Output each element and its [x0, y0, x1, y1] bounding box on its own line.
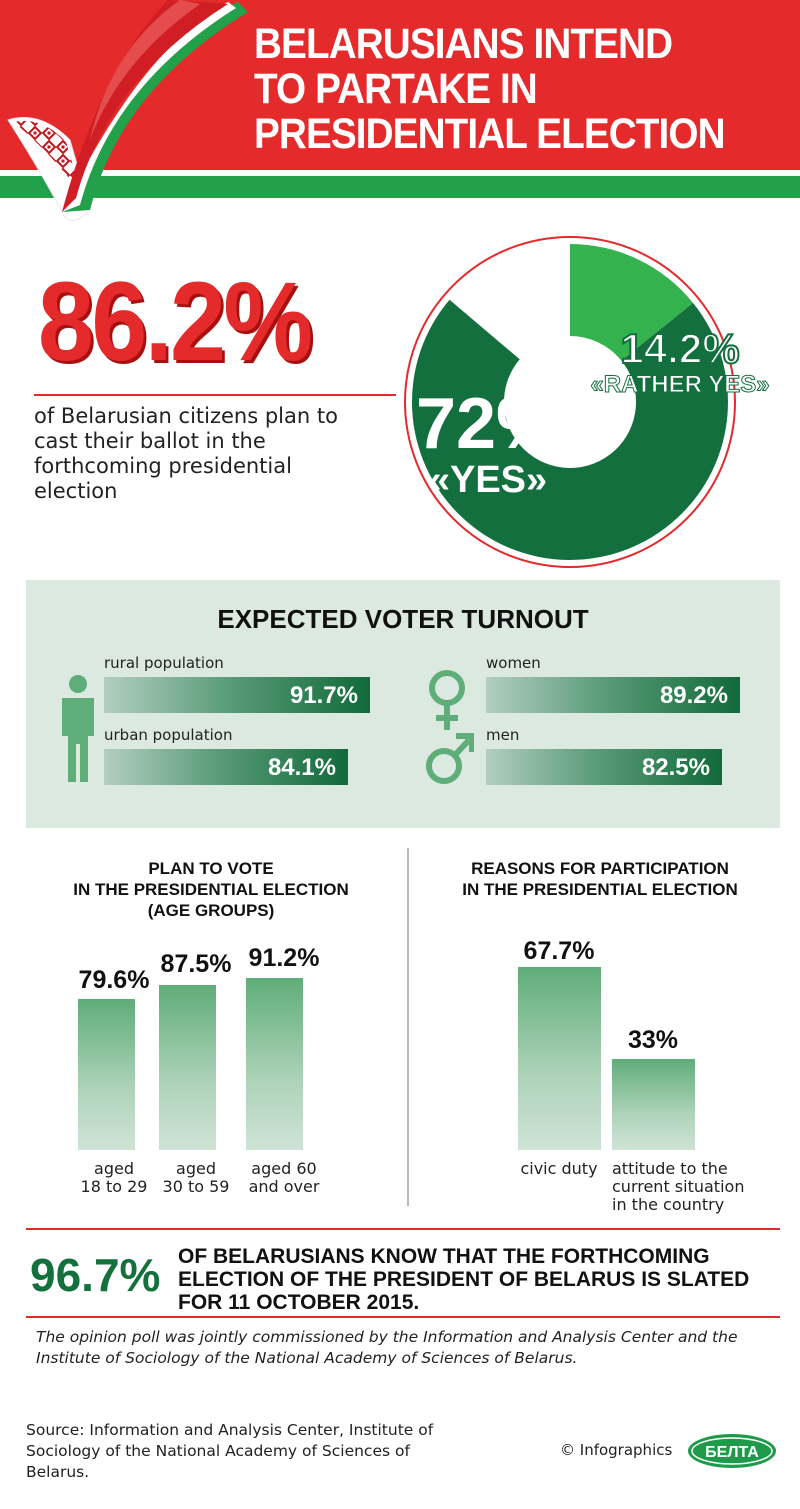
title-line: (AGE GROUPS): [147, 901, 275, 920]
age-bar-30-59: [159, 985, 216, 1150]
awareness-text: OF BELARUSIANS KNOW THAT THE FORTHCOMING…: [178, 1245, 750, 1314]
men-label: men: [486, 726, 520, 744]
urban-label: urban population: [104, 726, 233, 744]
age-bar-label: aged 30 to 59: [140, 1160, 252, 1196]
label-line: 18 to 29: [80, 1177, 148, 1196]
title-line: PRESIDENTIAL ELECTION: [254, 110, 726, 158]
men-value: 82.5%: [641, 754, 710, 781]
person-icon: [62, 675, 94, 782]
reasons-title: REASONS FOR PARTICIPATION IN THE PRESIDE…: [420, 858, 780, 900]
page-title: BELARUSIANS INTEND TO PARTAKE IN PRESIDE…: [254, 22, 740, 157]
turnout-title: EXPECTED VOTER TURNOUT: [217, 604, 589, 634]
divider-line: [26, 1316, 780, 1318]
label-line: civic duty: [520, 1159, 598, 1178]
header-white-stripe: [0, 170, 800, 176]
donut-slice-rather-yes: [570, 244, 693, 361]
label-line: in the country: [612, 1195, 725, 1214]
logo-text: БЕЛТА: [705, 1444, 759, 1461]
reason-bar-value: 33%: [627, 1026, 679, 1054]
label-line: current situation: [612, 1177, 745, 1196]
total-description: of Belarusian citizens plan to cast thei…: [34, 404, 338, 503]
copyright-text: © Infographics: [560, 1441, 673, 1459]
label-line: aged: [176, 1159, 216, 1178]
female-symbol-icon: [429, 670, 465, 730]
age-bar-label: aged 60 and over: [228, 1160, 340, 1196]
men-bar: 82.5%: [486, 749, 722, 785]
yes-value: 72%: [416, 384, 560, 464]
urban-bar: 84.1%: [104, 749, 348, 785]
label-line: aged: [94, 1159, 134, 1178]
age-bar-value: 91.2%: [248, 944, 320, 972]
poll-note: The opinion poll was jointly commissione…: [36, 1328, 738, 1367]
women-value: 89.2%: [659, 682, 728, 709]
donut-outline-ring: [404, 236, 736, 568]
age-bar-18-29: [78, 999, 135, 1150]
age-bar-value: 79.6%: [78, 966, 150, 994]
header: BELARUSIANS INTEND TO PARTAKE IN PRESIDE…: [0, 0, 800, 221]
age-bar-60-plus: [246, 978, 303, 1150]
age-bar-value: 87.5%: [160, 950, 232, 978]
rather-yes-value: 14.2%: [620, 325, 739, 372]
reason-bar-label: civic duty: [506, 1160, 612, 1178]
title-line: BELARUSIANS INTEND: [254, 20, 673, 68]
title-line: IN THE PRESIDENTIAL ELECTION: [73, 880, 349, 899]
section-divider: [407, 848, 409, 1206]
turnout-panel: EXPECTED VOTER TURNOUT rural population …: [26, 580, 780, 828]
title-line: REASONS FOR PARTICIPATION: [471, 859, 729, 878]
label-line: aged 60: [251, 1159, 317, 1178]
yes-caption: «YES»: [429, 459, 547, 501]
label-line: and over: [248, 1177, 320, 1196]
rather-yes-caption: «RATHER YES»: [590, 371, 769, 398]
reason-bar-current-situation: [612, 1059, 695, 1150]
total-percent: 86.2%: [38, 259, 313, 384]
checkmark-ballot-icon: [7, 0, 248, 221]
vote-intent-donut: 14.2% «RATHER YES» 72% «YES»: [404, 236, 770, 568]
header-green-band: [0, 176, 800, 198]
title-line: TO PARTAKE IN: [254, 65, 538, 113]
donut-slice-yes: [412, 299, 728, 560]
age-bar-label: aged 18 to 29: [58, 1160, 170, 1196]
belta-logo: БЕЛТА: [688, 1434, 776, 1468]
rural-label: rural population: [104, 654, 224, 672]
awareness-percent: 96.7%: [30, 1249, 161, 1301]
divider-line: [34, 394, 396, 396]
rural-bar: 91.7%: [104, 677, 370, 713]
reason-bar-label: attitude to the current situation in the…: [612, 1160, 782, 1214]
women-bar: 89.2%: [486, 677, 740, 713]
reason-bar-value: 67.7%: [523, 937, 595, 965]
age-groups-title: PLAN TO VOTE IN THE PRESIDENTIAL ELECTIO…: [26, 858, 396, 921]
title-line: IN THE PRESIDENTIAL ELECTION: [462, 880, 738, 899]
women-label: women: [486, 654, 541, 672]
rural-value: 91.7%: [289, 682, 358, 709]
divider-line: [26, 1228, 780, 1230]
reason-bar-civic-duty: [518, 967, 601, 1150]
label-line: 30 to 59: [162, 1177, 230, 1196]
urban-value: 84.1%: [267, 754, 336, 781]
title-line: PLAN TO VOTE: [148, 859, 274, 878]
male-symbol-icon: [426, 733, 474, 784]
source-text: Source: Information and Analysis Center,…: [26, 1421, 434, 1481]
label-line: attitude to the: [612, 1159, 728, 1178]
